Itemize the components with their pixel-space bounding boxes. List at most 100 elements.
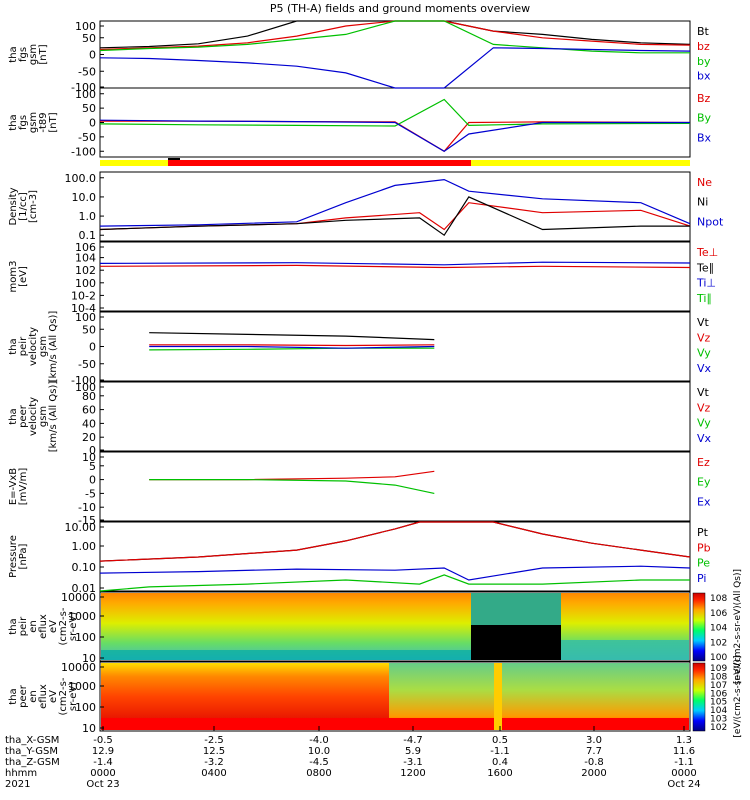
y-axis-label-line: [eV] bbox=[18, 266, 29, 287]
colorbar-peer bbox=[692, 662, 706, 732]
colorbar-tick: 106 bbox=[710, 609, 727, 619]
colorbar-tick: 100 bbox=[710, 653, 727, 663]
y-axis-label: tha peer en eflux eV (cm2-s-sr-eV) bbox=[8, 677, 79, 715]
series-line-Te⊥ bbox=[99, 264, 691, 269]
y-tick-label: 0 bbox=[89, 474, 96, 487]
y-tick-label: 5 bbox=[89, 460, 96, 473]
y-axis-label-line: [km/s (All Qs)] bbox=[48, 311, 59, 383]
y-tick-label: 0 bbox=[89, 49, 96, 62]
y-axis-label-line: [cm-3] bbox=[28, 190, 39, 223]
x-tick-label: -3.2 bbox=[204, 757, 224, 768]
y-axis-label-line: tha bbox=[8, 338, 19, 354]
y-tick-label: 0 bbox=[89, 341, 96, 354]
y-axis-label: mom3 [eV] bbox=[8, 261, 29, 293]
legend-entry: bz bbox=[697, 40, 710, 53]
spectrogram-peir bbox=[101, 593, 689, 660]
mode-bar-red bbox=[168, 160, 471, 166]
legend-entry: Vt bbox=[697, 386, 710, 399]
y-tick-label: 0.1 bbox=[79, 229, 97, 242]
series-line-Ez bbox=[149, 470, 435, 481]
y-axis-label: tha peir velocity gsm [km/s (All Qs)] bbox=[8, 311, 59, 383]
series-line-Pt bbox=[99, 521, 691, 562]
colorbar-tick: 108 bbox=[710, 594, 727, 604]
y-axis-label-line: [nT] bbox=[48, 112, 59, 132]
legend-entry: Pe bbox=[697, 557, 710, 570]
y-tick-label: 100 bbox=[75, 631, 96, 644]
x-row-label: tha_Y-GSM bbox=[5, 746, 58, 757]
y-axis-label-line: peir bbox=[18, 336, 29, 356]
spec-peir-right-low bbox=[561, 640, 689, 660]
y-tick-label: 10-4 bbox=[71, 302, 96, 315]
y-tick-label: 10.0 bbox=[72, 191, 97, 204]
spec-peer-spike bbox=[494, 663, 502, 730]
y-axis-label-line: eV bbox=[48, 620, 59, 633]
y-tick-label: 0 bbox=[89, 117, 96, 130]
colorbar-label: [eV/(cm2-s-sr-eV)] bbox=[733, 655, 743, 737]
legend-entry: bx bbox=[697, 70, 711, 83]
legend-entry: Pi bbox=[697, 572, 706, 585]
y-axis-label-line: E=-VxB bbox=[8, 468, 19, 505]
colorbar-tick: 105 bbox=[710, 698, 727, 708]
legend-entry: Bx bbox=[697, 131, 712, 144]
series-line-by bbox=[99, 20, 690, 54]
x-tick-label: -4.0 bbox=[309, 735, 329, 746]
x-tick-label: 0800 bbox=[306, 768, 331, 779]
y-axis-label: tha fgs gsm [nT] bbox=[8, 44, 49, 65]
y-axis-label-line: gsm bbox=[38, 336, 49, 357]
mode-bar bbox=[100, 158, 690, 166]
y-axis-label-line: eflux bbox=[38, 684, 49, 709]
y-tick-label: 100 bbox=[75, 311, 96, 324]
legend-entry: Pt bbox=[697, 526, 709, 539]
y-axis-label-line: gsm bbox=[28, 44, 39, 65]
x-tick-label: -4.7 bbox=[403, 735, 423, 746]
y-axis-label-line: peer bbox=[18, 684, 29, 708]
y-tick-label: 0.10 bbox=[72, 561, 97, 574]
y-axis-label-line: en bbox=[28, 690, 39, 703]
y-tick-label: 50 bbox=[82, 32, 96, 45]
y-tick-label: 1000 bbox=[68, 610, 96, 623]
x-tick-label: 10.0 bbox=[308, 746, 330, 757]
spec-peir-bg bbox=[101, 593, 471, 660]
colorbar-tick: 102 bbox=[710, 638, 727, 648]
x-tick-label: -4.5 bbox=[309, 757, 329, 768]
y-tick-label: 60 bbox=[82, 404, 96, 417]
series-line-Pi bbox=[99, 565, 691, 581]
y-tick-label: -50 bbox=[78, 65, 96, 78]
legend-entry: Pb bbox=[697, 541, 711, 554]
y-tick-label: -100 bbox=[71, 374, 96, 387]
series-line-bz bbox=[99, 20, 691, 51]
y-tick-label: -50 bbox=[78, 358, 96, 371]
panel-temp-frame bbox=[99, 241, 691, 312]
x-tick-label: 11.6 bbox=[673, 746, 695, 757]
colorbar-peir bbox=[692, 592, 706, 662]
y-tick-label: 10 bbox=[82, 722, 96, 735]
legend-entry: Ez bbox=[697, 456, 710, 469]
legend-entry: Ey bbox=[697, 476, 711, 489]
y-tick-label: -50 bbox=[78, 131, 96, 144]
legend-entry: Ti∥ bbox=[696, 292, 712, 305]
x-tick-label: 12.5 bbox=[203, 746, 225, 757]
series-line-Vy bbox=[149, 347, 435, 351]
legend-entry: Ne bbox=[697, 176, 712, 189]
y-tick-label: 100 bbox=[75, 381, 96, 394]
series-line-Ti⊥ bbox=[99, 261, 691, 266]
series-line-Vx bbox=[149, 345, 435, 349]
y-axis-label: Pressure [nPa] bbox=[8, 535, 29, 578]
spec-peir-lowrow bbox=[101, 650, 471, 660]
y-axis-label-line: Pressure bbox=[8, 535, 19, 578]
series-line-Bx bbox=[99, 119, 690, 153]
x-tick-label: 5.9 bbox=[405, 746, 421, 757]
legend-entry: Npot bbox=[697, 215, 724, 228]
series-layer bbox=[99, 20, 691, 592]
y-axis-label: Density [1/cc] [cm-3] bbox=[8, 187, 39, 225]
y-tick-label: 0.01 bbox=[72, 582, 97, 595]
y-axis-label-line: sr-eV) bbox=[68, 682, 79, 711]
x-row-label: hhmm bbox=[5, 768, 37, 779]
y-axis-label-line: [km/s (All Qs)] bbox=[48, 381, 59, 453]
x-tick-label: 12.9 bbox=[92, 746, 114, 757]
colorbar-tick: 104 bbox=[710, 706, 727, 716]
x-tick-label: -0.5 bbox=[93, 735, 113, 746]
y-axis-label: tha fgs gsm -t89 [nT] bbox=[8, 112, 59, 133]
colorbar-label: [eV/(cm2-s-sr-eV)(All Qs)] bbox=[733, 569, 743, 684]
y-tick-label: 100 bbox=[75, 88, 96, 101]
